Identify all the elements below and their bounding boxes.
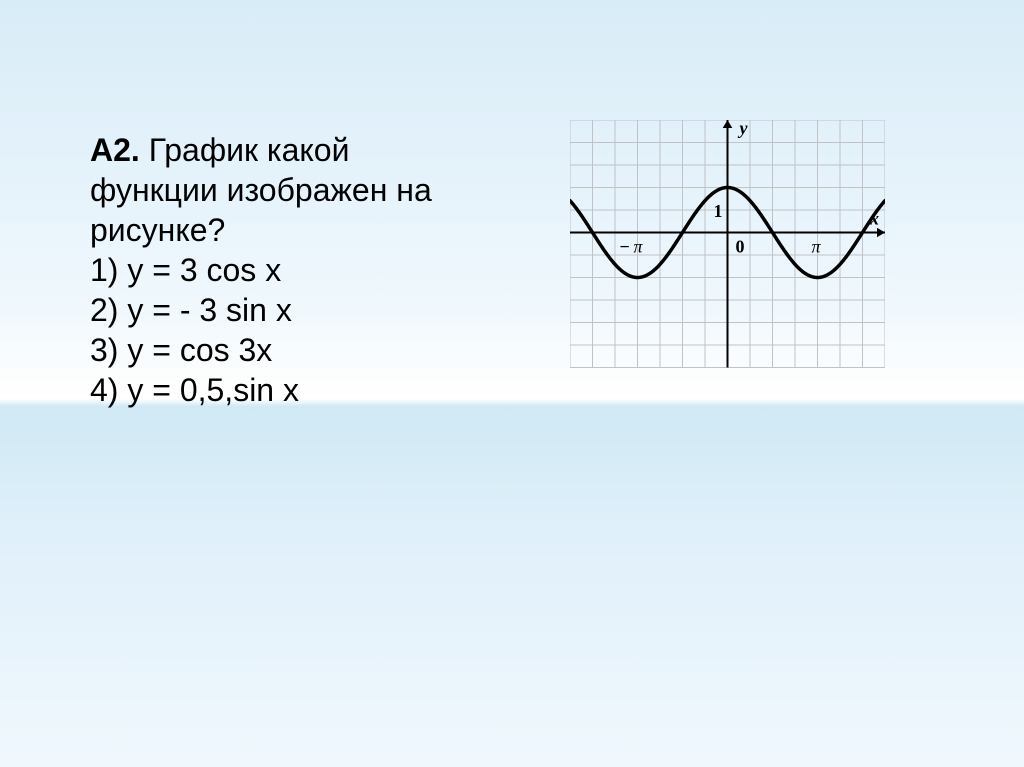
question-prompt-line2: функции изображен на [90,170,530,210]
svg-text:π: π [812,237,822,257]
svg-text:y: y [738,120,749,138]
option-1: 1) у = 3 cos x [90,250,530,290]
option-3: 3) y = cos 3x [90,330,530,370]
svg-text:x: x [869,209,879,229]
svg-text:0: 0 [736,237,745,257]
svg-text:1: 1 [714,201,723,221]
svg-text:−: − [620,237,630,257]
option-2: 2) y = - 3 sin x [90,290,530,330]
option-4: 4) y = 0,5,sin x [90,370,530,410]
question-block: А2. График какой функции изображен на ри… [90,130,530,410]
question-prompt-line3: рисунке? [90,210,530,250]
svg-text:π: π [634,237,644,257]
question-prompt: А2. График какой [90,130,530,170]
function-graph: yx10−ππ [570,120,885,385]
question-id: А2. [90,132,140,168]
